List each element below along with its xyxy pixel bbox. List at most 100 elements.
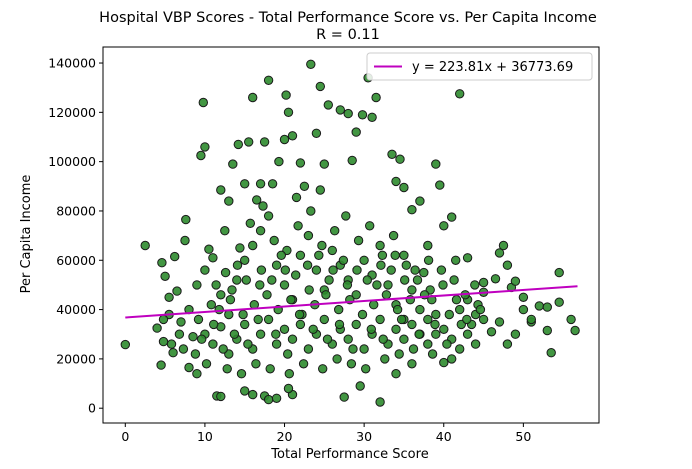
data-point xyxy=(120,339,131,350)
data-point xyxy=(375,240,385,251)
data-point xyxy=(158,336,169,347)
data-point xyxy=(255,329,266,339)
data-point xyxy=(372,280,382,290)
data-point xyxy=(396,314,407,325)
data-point xyxy=(209,319,219,330)
data-point xyxy=(216,185,226,195)
data-point xyxy=(322,334,333,344)
x-tick-label: 0 xyxy=(121,429,129,444)
y-axis-label: Per Capita Income xyxy=(19,175,34,294)
data-point xyxy=(339,392,349,402)
data-point xyxy=(253,314,263,325)
data-point xyxy=(526,314,536,325)
data-point xyxy=(387,149,397,160)
chart-title: Hospital VBP Scores - Total Performance … xyxy=(99,10,597,26)
data-point xyxy=(478,314,489,325)
data-point xyxy=(410,265,420,275)
data-point xyxy=(351,319,361,330)
data-point xyxy=(328,265,338,275)
data-point xyxy=(295,319,306,330)
data-point xyxy=(192,369,202,379)
data-point xyxy=(263,394,274,405)
data-point xyxy=(243,339,253,349)
data-point xyxy=(341,211,351,221)
data-point xyxy=(369,300,379,310)
data-point xyxy=(419,267,429,278)
data-point xyxy=(206,300,217,310)
data-point xyxy=(542,302,552,312)
y-tick-label: 80000 xyxy=(56,203,96,218)
data-point xyxy=(478,277,489,288)
data-point xyxy=(188,332,198,342)
data-point xyxy=(439,324,449,334)
data-point xyxy=(407,359,417,369)
data-point xyxy=(324,275,334,285)
y-tick-label: 0 xyxy=(88,401,96,416)
data-point xyxy=(298,359,309,369)
data-point xyxy=(244,137,254,147)
x-tick-label: 50 xyxy=(515,429,531,444)
data-point xyxy=(431,329,441,339)
data-point xyxy=(160,271,170,281)
data-point xyxy=(377,250,388,261)
data-point xyxy=(283,107,294,118)
data-point xyxy=(319,314,329,325)
data-point xyxy=(314,250,324,261)
data-point xyxy=(447,212,457,222)
y-tick-label: 40000 xyxy=(56,302,96,317)
data-point xyxy=(291,192,302,203)
points-layer xyxy=(120,59,580,407)
data-point xyxy=(224,196,234,206)
data-point xyxy=(172,286,182,296)
data-point xyxy=(395,154,405,164)
data-point xyxy=(375,397,385,407)
data-point xyxy=(293,221,303,231)
data-point xyxy=(274,156,284,167)
data-point xyxy=(378,334,388,344)
data-point xyxy=(334,304,344,315)
data-point xyxy=(359,255,369,265)
data-point xyxy=(240,319,250,330)
data-point xyxy=(407,205,417,215)
data-point xyxy=(271,393,282,403)
data-point xyxy=(455,304,465,315)
data-point xyxy=(157,258,167,268)
data-point xyxy=(227,285,237,295)
data-point xyxy=(357,309,368,320)
data-point xyxy=(218,344,228,354)
data-point xyxy=(381,290,392,300)
data-point xyxy=(494,248,505,258)
data-point xyxy=(248,92,258,103)
data-point xyxy=(170,251,180,262)
data-point xyxy=(281,90,291,100)
data-point xyxy=(255,179,266,189)
data-point xyxy=(295,158,306,168)
data-point xyxy=(423,240,433,251)
data-point xyxy=(291,270,301,280)
data-point xyxy=(423,255,434,265)
data-point xyxy=(438,280,448,290)
data-point xyxy=(351,127,361,137)
data-point xyxy=(407,285,417,295)
data-point xyxy=(311,265,322,275)
data-point xyxy=(570,325,580,336)
data-point xyxy=(352,265,362,275)
data-point xyxy=(391,176,401,187)
regression-line xyxy=(125,285,578,319)
data-point xyxy=(178,344,189,354)
data-point xyxy=(200,142,210,152)
data-point xyxy=(510,276,521,286)
data-point xyxy=(140,240,150,251)
data-point xyxy=(486,327,497,337)
data-point xyxy=(430,319,440,330)
data-point xyxy=(365,221,375,231)
data-point xyxy=(361,364,371,374)
regression-layer xyxy=(125,285,578,319)
data-point xyxy=(510,329,521,339)
data-point xyxy=(164,292,174,302)
data-point xyxy=(319,159,329,169)
data-point xyxy=(240,179,250,189)
data-point xyxy=(386,265,396,275)
data-point xyxy=(245,218,256,229)
data-point xyxy=(399,250,409,261)
